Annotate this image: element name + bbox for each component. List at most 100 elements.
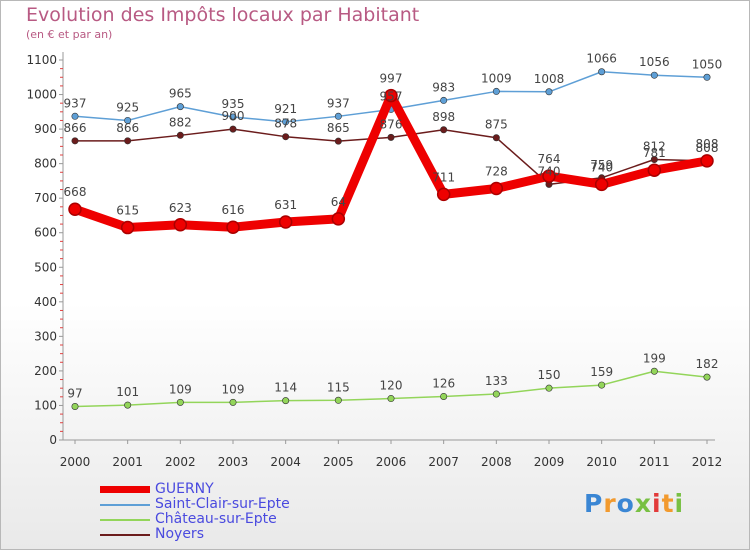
y-tick-label: 1100 xyxy=(26,53,57,67)
data-point xyxy=(542,169,556,183)
data-label: 728 xyxy=(485,165,508,179)
data-label: 97 xyxy=(67,386,82,400)
data-point xyxy=(436,187,451,202)
data-label: 114 xyxy=(274,381,297,395)
data-point xyxy=(71,137,79,145)
data-label: 764 xyxy=(538,152,561,166)
data-label: 1008 xyxy=(534,72,565,86)
data-point xyxy=(545,88,553,96)
x-tick-label: 2005 xyxy=(323,455,354,469)
data-point xyxy=(229,113,237,121)
data-label: 623 xyxy=(169,201,192,215)
data-point xyxy=(124,401,132,409)
data-point xyxy=(647,163,662,177)
data-label: 808 xyxy=(696,137,719,151)
legend-label: Saint-Clair-sur-Epte xyxy=(155,496,290,512)
y-tick-label: 700 xyxy=(34,191,57,205)
data-label: 808 xyxy=(696,141,719,155)
x-tick-label: 2001 xyxy=(112,455,143,469)
logo-letter: i xyxy=(674,489,685,518)
data-point xyxy=(440,126,448,134)
data-label: 878 xyxy=(274,117,297,131)
data-label: 109 xyxy=(169,382,192,396)
chart-subtitle: (en € et par an) xyxy=(26,28,113,41)
y-tick-label: 1000 xyxy=(26,88,57,102)
x-tick-label: 2010 xyxy=(586,455,617,469)
logo-letter: i xyxy=(652,489,662,518)
data-point xyxy=(492,390,500,398)
data-point xyxy=(176,398,184,406)
data-point xyxy=(124,116,132,124)
data-label: 150 xyxy=(538,368,561,382)
data-label: 865 xyxy=(327,121,350,135)
data-label: 615 xyxy=(116,204,139,218)
data-label: 115 xyxy=(327,380,350,394)
data-point xyxy=(120,220,135,235)
data-point xyxy=(229,125,237,133)
data-label: 182 xyxy=(696,357,719,371)
data-point xyxy=(650,367,658,375)
data-point xyxy=(440,96,448,104)
y-tick-label: 200 xyxy=(34,364,57,378)
proxiti-logo: Proxiti xyxy=(584,489,684,518)
data-point xyxy=(384,88,398,103)
chart-title: Evolution des Impôts locaux par Habitant xyxy=(26,4,420,26)
data-label: 781 xyxy=(643,146,666,160)
data-point xyxy=(334,137,342,145)
y-tick-label: 600 xyxy=(34,226,57,240)
data-point xyxy=(282,133,290,141)
data-point xyxy=(176,103,184,111)
data-point xyxy=(282,118,290,126)
legend-label: Noyers xyxy=(155,526,204,542)
data-point xyxy=(173,218,188,232)
y-tick-label: 800 xyxy=(34,157,57,171)
data-label: 1009 xyxy=(481,71,512,85)
y-tick-label: 300 xyxy=(34,329,57,343)
data-label: 759 xyxy=(590,158,613,172)
data-label: 812 xyxy=(643,139,666,153)
data-label: 876 xyxy=(380,117,403,131)
data-label: 1066 xyxy=(586,52,617,66)
x-tick-label: 2003 xyxy=(218,455,249,469)
y-tick-label: 900 xyxy=(34,122,57,136)
data-point xyxy=(387,133,395,141)
data-label: 937 xyxy=(327,96,350,110)
x-tick-label: 2007 xyxy=(428,455,459,469)
data-label: 668 xyxy=(64,185,87,199)
y-tick-label: 100 xyxy=(34,398,57,412)
x-tick-label: 2009 xyxy=(534,455,565,469)
data-label: 900 xyxy=(222,109,245,123)
data-point xyxy=(545,384,553,392)
data-label: 898 xyxy=(432,110,455,124)
logo-letter: r xyxy=(603,489,617,518)
legend-label: Château-sur-Epte xyxy=(155,511,277,527)
data-point xyxy=(282,397,290,405)
data-label: 101 xyxy=(116,385,139,399)
x-tick-label: 2006 xyxy=(376,455,407,469)
y-tick-label: 500 xyxy=(34,260,57,274)
logo-letter: P xyxy=(584,489,604,518)
data-label: 866 xyxy=(64,121,87,135)
data-label: 866 xyxy=(116,121,139,135)
data-point xyxy=(650,155,658,163)
data-point xyxy=(703,373,711,381)
data-label: 997 xyxy=(380,72,403,86)
data-label: 921 xyxy=(274,102,297,116)
data-label: 882 xyxy=(169,115,192,129)
data-label: 616 xyxy=(222,203,245,217)
data-point xyxy=(124,137,132,145)
data-label: 133 xyxy=(485,374,508,388)
data-label: 126 xyxy=(432,376,455,390)
data-point xyxy=(598,381,606,389)
data-point xyxy=(334,112,342,120)
data-label: 1056 xyxy=(639,55,670,69)
data-label: 957 xyxy=(380,89,403,103)
data-point xyxy=(489,181,504,196)
data-point xyxy=(68,202,82,216)
data-label: 1050 xyxy=(692,57,723,71)
data-label: 120 xyxy=(380,379,403,393)
data-point xyxy=(387,395,395,403)
data-label: 965 xyxy=(169,87,192,101)
data-point xyxy=(176,131,184,139)
logo-letter: t xyxy=(661,489,675,518)
